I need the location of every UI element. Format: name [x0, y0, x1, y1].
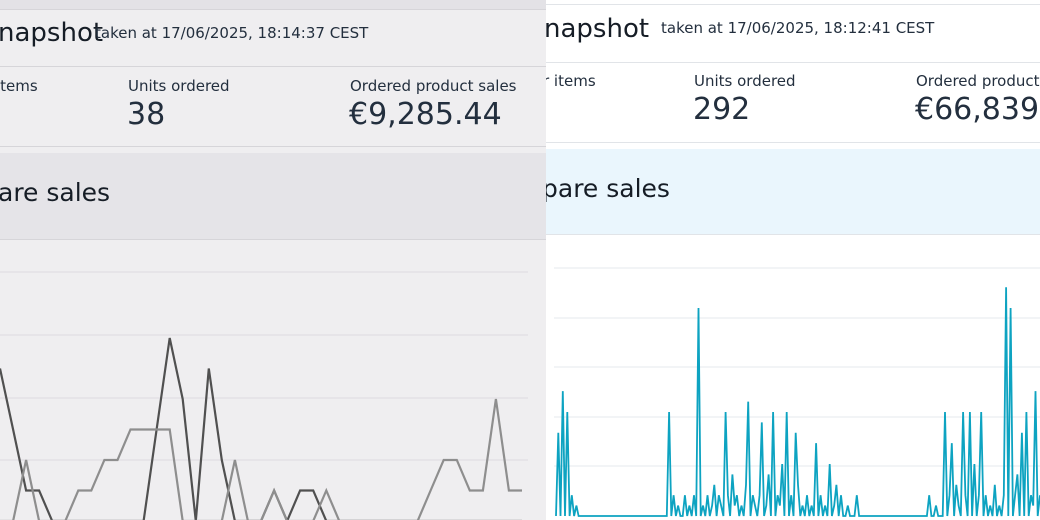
metric-label-ordered-product-sales: Ordered product sales	[350, 77, 517, 95]
header-divider	[0, 9, 546, 10]
snapshot-timestamp: taken at 17/06/2025, 18:12:41 CEST	[661, 19, 935, 37]
header-divider	[0, 66, 546, 67]
metrics-divider	[546, 142, 1040, 143]
metric-value-ordered-product-sales: €66,839.	[915, 92, 1040, 127]
chart-top-divider	[0, 239, 546, 240]
header-divider	[546, 4, 1040, 5]
page-title: napshot	[546, 14, 650, 44]
chart-series-line-1	[555, 287, 1040, 517]
top-strip	[0, 0, 546, 9]
compare-sales-band	[546, 149, 1040, 234]
sales-line-chart-left	[0, 271, 528, 520]
metric-label-units-ordered: Units ordered	[694, 72, 796, 90]
compare-sales-title: pare sales	[546, 174, 670, 203]
metric-value-ordered-product-sales: €9,285.44	[349, 97, 502, 132]
metric-label-units-ordered: Units ordered	[128, 77, 230, 95]
page-title: napshot	[0, 18, 104, 48]
metric-label-items: r items	[546, 72, 596, 90]
chart-top-divider	[546, 234, 1040, 235]
sales-line-chart-right	[554, 267, 1040, 517]
right-screenshot-panel: napshot taken at 17/06/2025, 18:12:41 CE…	[546, 0, 1040, 520]
metric-label-ordered-product-sales: Ordered product s	[916, 72, 1040, 90]
metrics-divider	[0, 146, 546, 147]
compare-sales-band	[0, 153, 546, 239]
compare-sales-title: are sales	[0, 178, 111, 207]
metric-label-items: items	[0, 77, 38, 95]
metric-value-units-ordered: 38	[127, 97, 166, 132]
metric-value-units-ordered: 292	[693, 92, 751, 127]
left-screenshot-panel: napshot taken at 17/06/2025, 18:14:37 CE…	[0, 0, 546, 520]
chart-series-line-2	[0, 398, 522, 520]
header-divider	[546, 62, 1040, 63]
snapshot-timestamp: taken at 17/06/2025, 18:14:37 CEST	[95, 24, 369, 42]
